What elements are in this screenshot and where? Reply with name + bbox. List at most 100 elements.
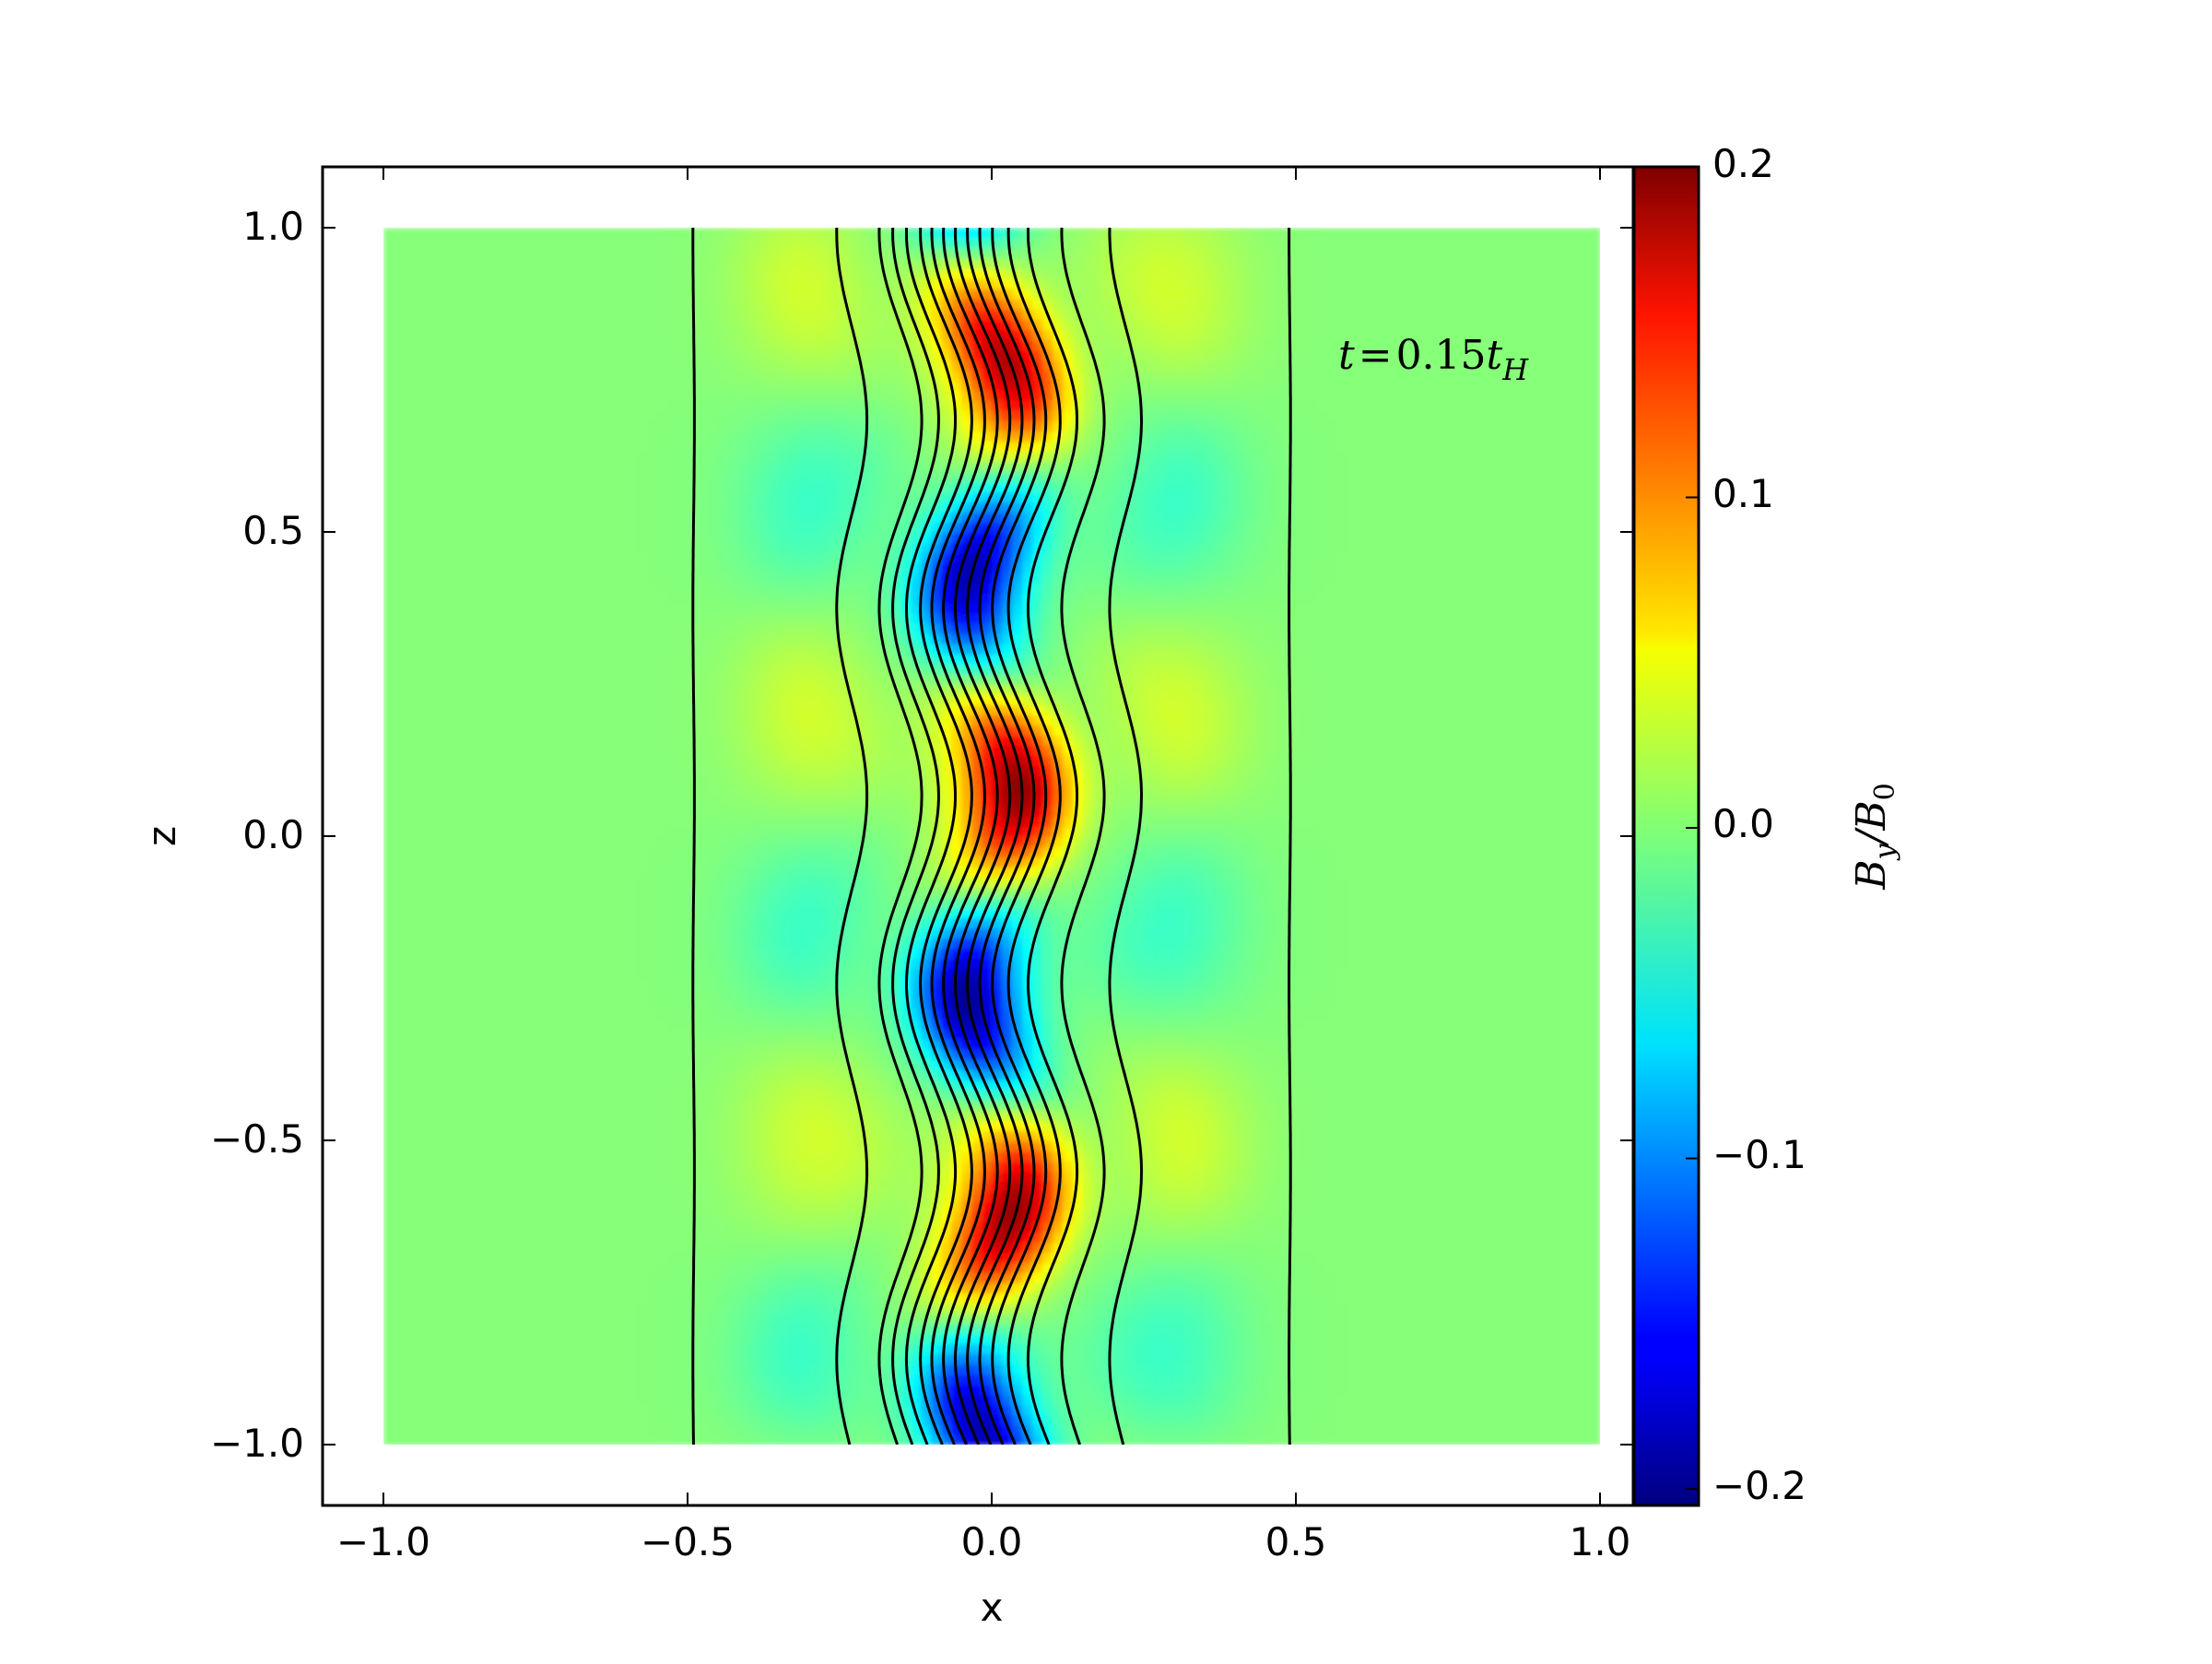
heatmap-cell	[789, 370, 800, 381]
heatmap-cell	[698, 1181, 709, 1192]
heatmap-cell	[495, 329, 506, 340]
heatmap-cell	[515, 461, 526, 472]
heatmap-cell	[637, 633, 648, 644]
heatmap-cell	[617, 562, 628, 573]
heatmap-cell	[667, 1272, 678, 1283]
heatmap-cell	[738, 1161, 749, 1172]
heatmap-cell	[495, 623, 506, 634]
heatmap-cell	[535, 1029, 547, 1040]
heatmap-cell	[728, 988, 739, 999]
heatmap-cell	[454, 1303, 465, 1314]
heatmap-cell	[414, 785, 425, 797]
heatmap-cell	[677, 1039, 688, 1050]
heatmap-cell	[505, 664, 516, 675]
heatmap-cell	[617, 1049, 628, 1060]
heatmap-cell	[698, 491, 709, 502]
heatmap-cell	[383, 907, 394, 918]
heatmap-cell	[748, 1191, 759, 1202]
heatmap-cell	[495, 988, 506, 999]
heatmap-cell	[505, 603, 516, 614]
heatmap-cell	[535, 1323, 547, 1334]
heatmap-cell	[586, 1100, 597, 1111]
heatmap-cell	[617, 1414, 628, 1425]
heatmap-cell	[434, 643, 445, 655]
heatmap-cell	[596, 1171, 607, 1182]
heatmap-cell	[799, 1303, 810, 1314]
heatmap-cell	[505, 1120, 516, 1131]
heatmap-cell	[789, 431, 800, 442]
heatmap-cell	[454, 522, 465, 533]
heatmap-cell	[718, 1211, 729, 1222]
heatmap-cell	[414, 1181, 425, 1192]
heatmap-cell	[383, 471, 394, 482]
heatmap-cell	[586, 664, 597, 675]
heatmap-cell	[505, 938, 516, 949]
heatmap-cell	[637, 1363, 648, 1375]
heatmap-cell	[434, 380, 445, 391]
heatmap-cell	[475, 1059, 486, 1070]
heatmap-cell	[738, 1130, 749, 1141]
heatmap-cell	[779, 796, 790, 807]
heatmap-cell	[465, 1232, 476, 1243]
heatmap-cell	[769, 785, 780, 797]
heatmap-cell	[515, 623, 526, 634]
heatmap-cell	[475, 836, 486, 847]
heatmap-cell	[698, 745, 709, 756]
heatmap-cell	[525, 826, 536, 837]
heatmap-cell	[525, 887, 536, 898]
heatmap-cell	[738, 309, 749, 320]
heatmap-cell	[546, 1404, 557, 1415]
heatmap-cell	[637, 552, 648, 563]
heatmap-cell	[576, 1161, 587, 1172]
heatmap-cell	[728, 583, 739, 594]
heatmap-cell	[556, 309, 567, 320]
heatmap-cell	[454, 461, 465, 472]
heatmap-cell	[627, 867, 638, 878]
heatmap-cell	[454, 471, 465, 482]
heatmap-cell	[617, 1181, 628, 1192]
heatmap-cell	[627, 613, 638, 624]
heatmap-cell	[586, 1414, 597, 1425]
heatmap-cell	[414, 238, 425, 249]
heatmap-cell	[748, 390, 759, 401]
heatmap-cell	[627, 572, 638, 584]
heatmap-cell	[627, 816, 638, 827]
heatmap-cell	[394, 593, 405, 604]
heatmap-cell	[617, 1343, 628, 1354]
heatmap-cell	[404, 1303, 415, 1314]
heatmap-cell	[465, 522, 476, 533]
heatmap-cell	[465, 988, 476, 999]
heatmap-cell	[667, 917, 678, 928]
heatmap-cell	[475, 1221, 486, 1233]
heatmap-cell	[789, 461, 800, 472]
heatmap-cell	[556, 431, 567, 442]
heatmap-cell	[505, 1384, 516, 1395]
heatmap-cell	[637, 765, 648, 776]
heatmap-cell	[414, 1191, 425, 1202]
heatmap-cell	[444, 420, 455, 431]
heatmap-cell	[566, 826, 577, 837]
heatmap-cell	[495, 420, 506, 431]
heatmap-cell	[465, 745, 476, 756]
heatmap-cell	[383, 461, 394, 472]
heatmap-cell	[383, 1130, 394, 1141]
heatmap-cell	[525, 1049, 536, 1060]
heatmap-cell	[525, 1424, 536, 1435]
heatmap-cell	[657, 1181, 668, 1192]
heatmap-cell	[617, 978, 628, 989]
heatmap-cell	[596, 1140, 607, 1151]
heatmap-cell	[606, 633, 618, 644]
heatmap-cell	[394, 897, 405, 908]
heatmap-cell	[515, 1069, 526, 1080]
heatmap-cell	[769, 410, 780, 421]
heatmap-cell	[759, 1353, 770, 1364]
heatmap-cell	[677, 775, 688, 786]
heatmap-cell	[505, 998, 516, 1009]
heatmap-cell	[667, 968, 678, 979]
heatmap-cell	[759, 1120, 770, 1131]
heatmap-cell	[647, 826, 658, 837]
heatmap-cell	[454, 897, 465, 908]
heatmap-cell	[617, 1029, 628, 1040]
heatmap-cell	[556, 481, 567, 492]
